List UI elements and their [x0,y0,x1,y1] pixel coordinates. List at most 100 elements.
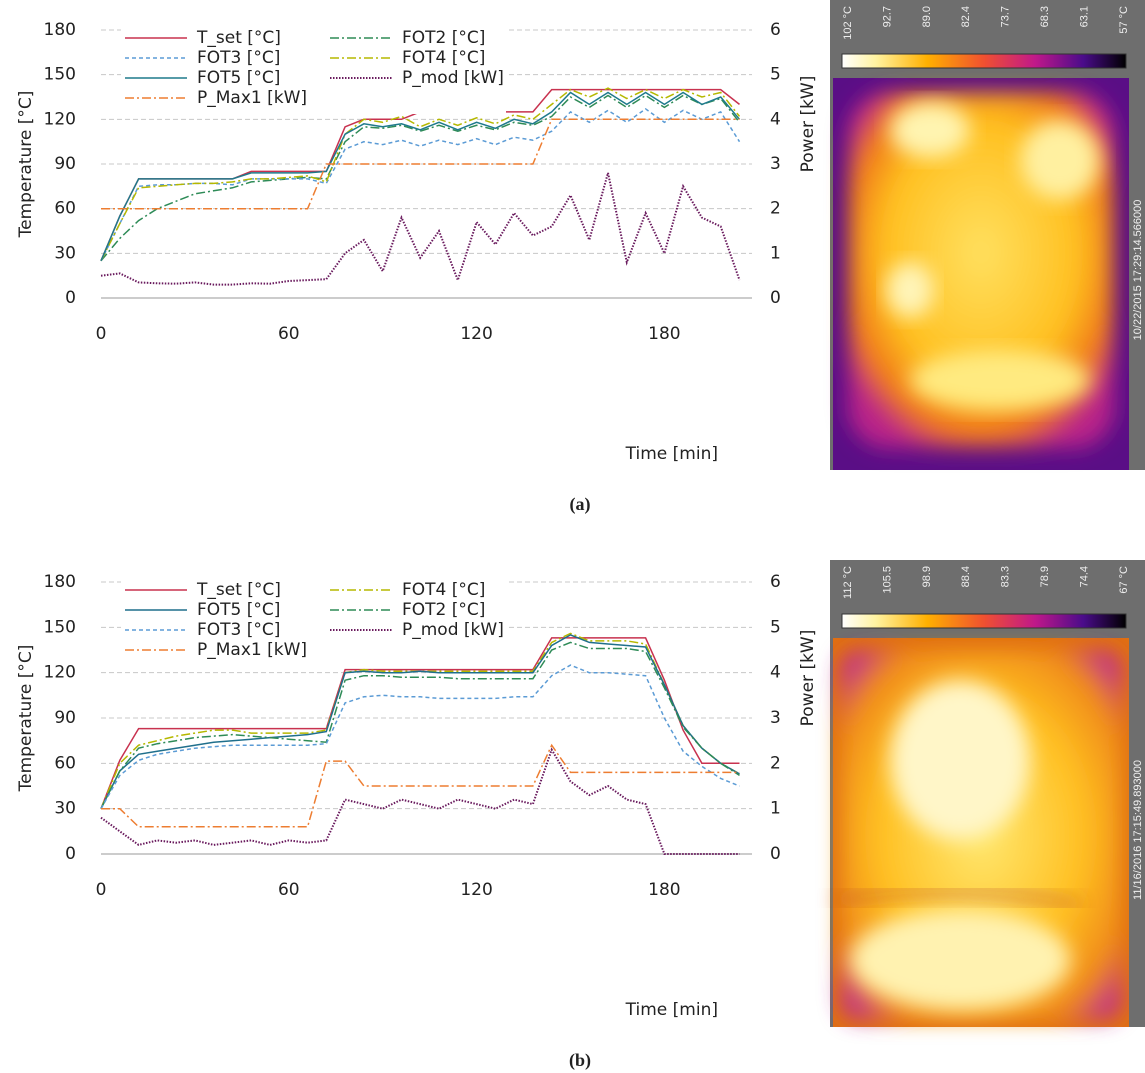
y-tick-label: 60 [54,753,76,773]
scale-label: 89.0 [921,6,933,27]
y-tick-label: 150 [44,65,76,85]
y-tick-label: 180 [44,20,76,40]
scale-label: 92.7 [881,6,893,27]
color-scale [841,613,1127,629]
series-line [100,747,740,855]
caption: (a) [570,494,591,515]
thermal-seam [837,888,1081,908]
legend-label: FOT2 [°C] [402,600,485,620]
series-line [100,88,740,262]
series-line [100,91,741,262]
y2-tick-label: 1 [770,243,781,263]
y2-tick-label: 6 [770,572,781,592]
series-line [100,641,740,810]
y-tick-label: 180 [44,572,76,592]
legend-label: P_Max1 [kW] [197,640,307,660]
y-tick-label: 0 [65,844,76,864]
y-tick-label: 90 [54,154,76,174]
caption: (b) [569,1050,591,1071]
thermal-hotspot [850,910,1070,1010]
scale-label: 67 °C [1118,566,1130,594]
legend-label: FOT4 [°C] [402,48,485,68]
thermal-hotspot [890,680,1030,840]
legend-label: FOT3 [°C] [197,620,280,640]
series-line [100,172,741,286]
legend-label: T_set [°C] [196,580,281,600]
y-axis-label: Temperature [°C] [16,91,36,239]
legend-label: P_mod [kW] [402,68,504,88]
x-tick-label: 0 [96,324,107,344]
x-axis-label: Time [min] [625,444,718,464]
x-tick-label: 60 [278,880,300,900]
legend-label: FOT3 [°C] [197,48,280,68]
legend-label: FOT5 [°C] [197,600,280,620]
legend-box [121,28,506,114]
y-tick-label: 90 [54,708,76,728]
series-line [100,632,740,809]
series-line [100,107,741,262]
y2-tick-label: 5 [770,65,781,85]
series-line [100,664,740,810]
scale-label: 78.9 [1039,566,1051,587]
thermal-image-b [830,560,1145,1027]
color-scale [841,53,1127,69]
legend-label: P_Max1 [kW] [197,88,307,108]
y2-tick-label: 6 [770,20,781,40]
x-tick-label: 60 [278,324,300,344]
y-tick-label: 150 [44,617,76,637]
y2-tick-label: 0 [770,844,781,864]
legend-label: P_mod [kW] [402,620,504,640]
scale-label: 74.4 [1078,566,1090,587]
y2-tick-label: 4 [770,663,781,683]
scale-label: 73.7 [1000,6,1012,27]
scale-label: 57 °C [1118,6,1130,34]
y2-tick-label: 1 [770,799,781,819]
x-axis-label: Time [min] [625,1000,718,1020]
series-line [101,118,740,210]
x-tick-label: 120 [460,880,492,900]
thermal-hotspot [910,350,1090,410]
series-line [100,87,741,262]
y-tick-label: 120 [44,109,76,129]
y2-tick-label: 2 [770,753,781,773]
y2-axis-label: Power [kW] [798,630,818,727]
scale-label: 83.3 [1000,566,1012,587]
series-line [100,94,741,262]
y2-tick-label: 5 [770,617,781,637]
y2-axis-label: Power [kW] [798,76,818,173]
y-tick-label: 120 [44,663,76,683]
series-line [100,634,740,810]
series-line [101,743,740,828]
legend-label: FOT4 [°C] [402,580,485,600]
legend-label: T_set [°C] [196,28,281,48]
scale-label: 102 °C [842,6,854,40]
thermal-strip [1129,560,1145,1027]
scale-label: 112 °C [842,566,854,599]
legend-label: FOT2 [°C] [402,28,485,48]
y-tick-label: 30 [54,243,76,263]
thermal-hotspot [890,102,970,158]
scale-label: 82.4 [960,6,972,27]
y2-tick-label: 0 [770,288,781,308]
scale-label: 63.1 [1078,6,1090,27]
thermal-hotspot [1020,120,1100,200]
thermal-strip [1129,0,1145,470]
y-tick-label: 30 [54,799,76,819]
legend-label: FOT5 [°C] [197,68,280,88]
timestamp: 10/22/2015 17:29:14.566000 [1132,200,1144,341]
y2-tick-label: 2 [770,199,781,219]
y-tick-label: 0 [65,288,76,308]
y-tick-label: 60 [54,199,76,219]
y2-tick-label: 3 [770,708,781,728]
scale-label: 68.3 [1039,6,1051,27]
series-line [100,637,740,809]
timestamp: 11/16/2016 17:15:49.893000 [1132,760,1144,900]
y2-tick-label: 3 [770,154,781,174]
x-tick-label: 0 [96,880,107,900]
scale-label: 98.9 [921,566,933,587]
y-axis-label: Temperature [°C] [16,645,36,793]
y2-tick-label: 4 [770,109,781,129]
thermal-hotspot [886,262,934,318]
